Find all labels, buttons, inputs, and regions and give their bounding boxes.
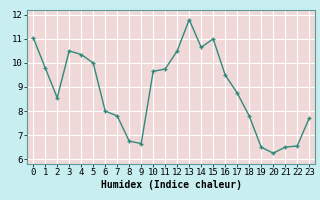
X-axis label: Humidex (Indice chaleur): Humidex (Indice chaleur)	[101, 180, 242, 190]
